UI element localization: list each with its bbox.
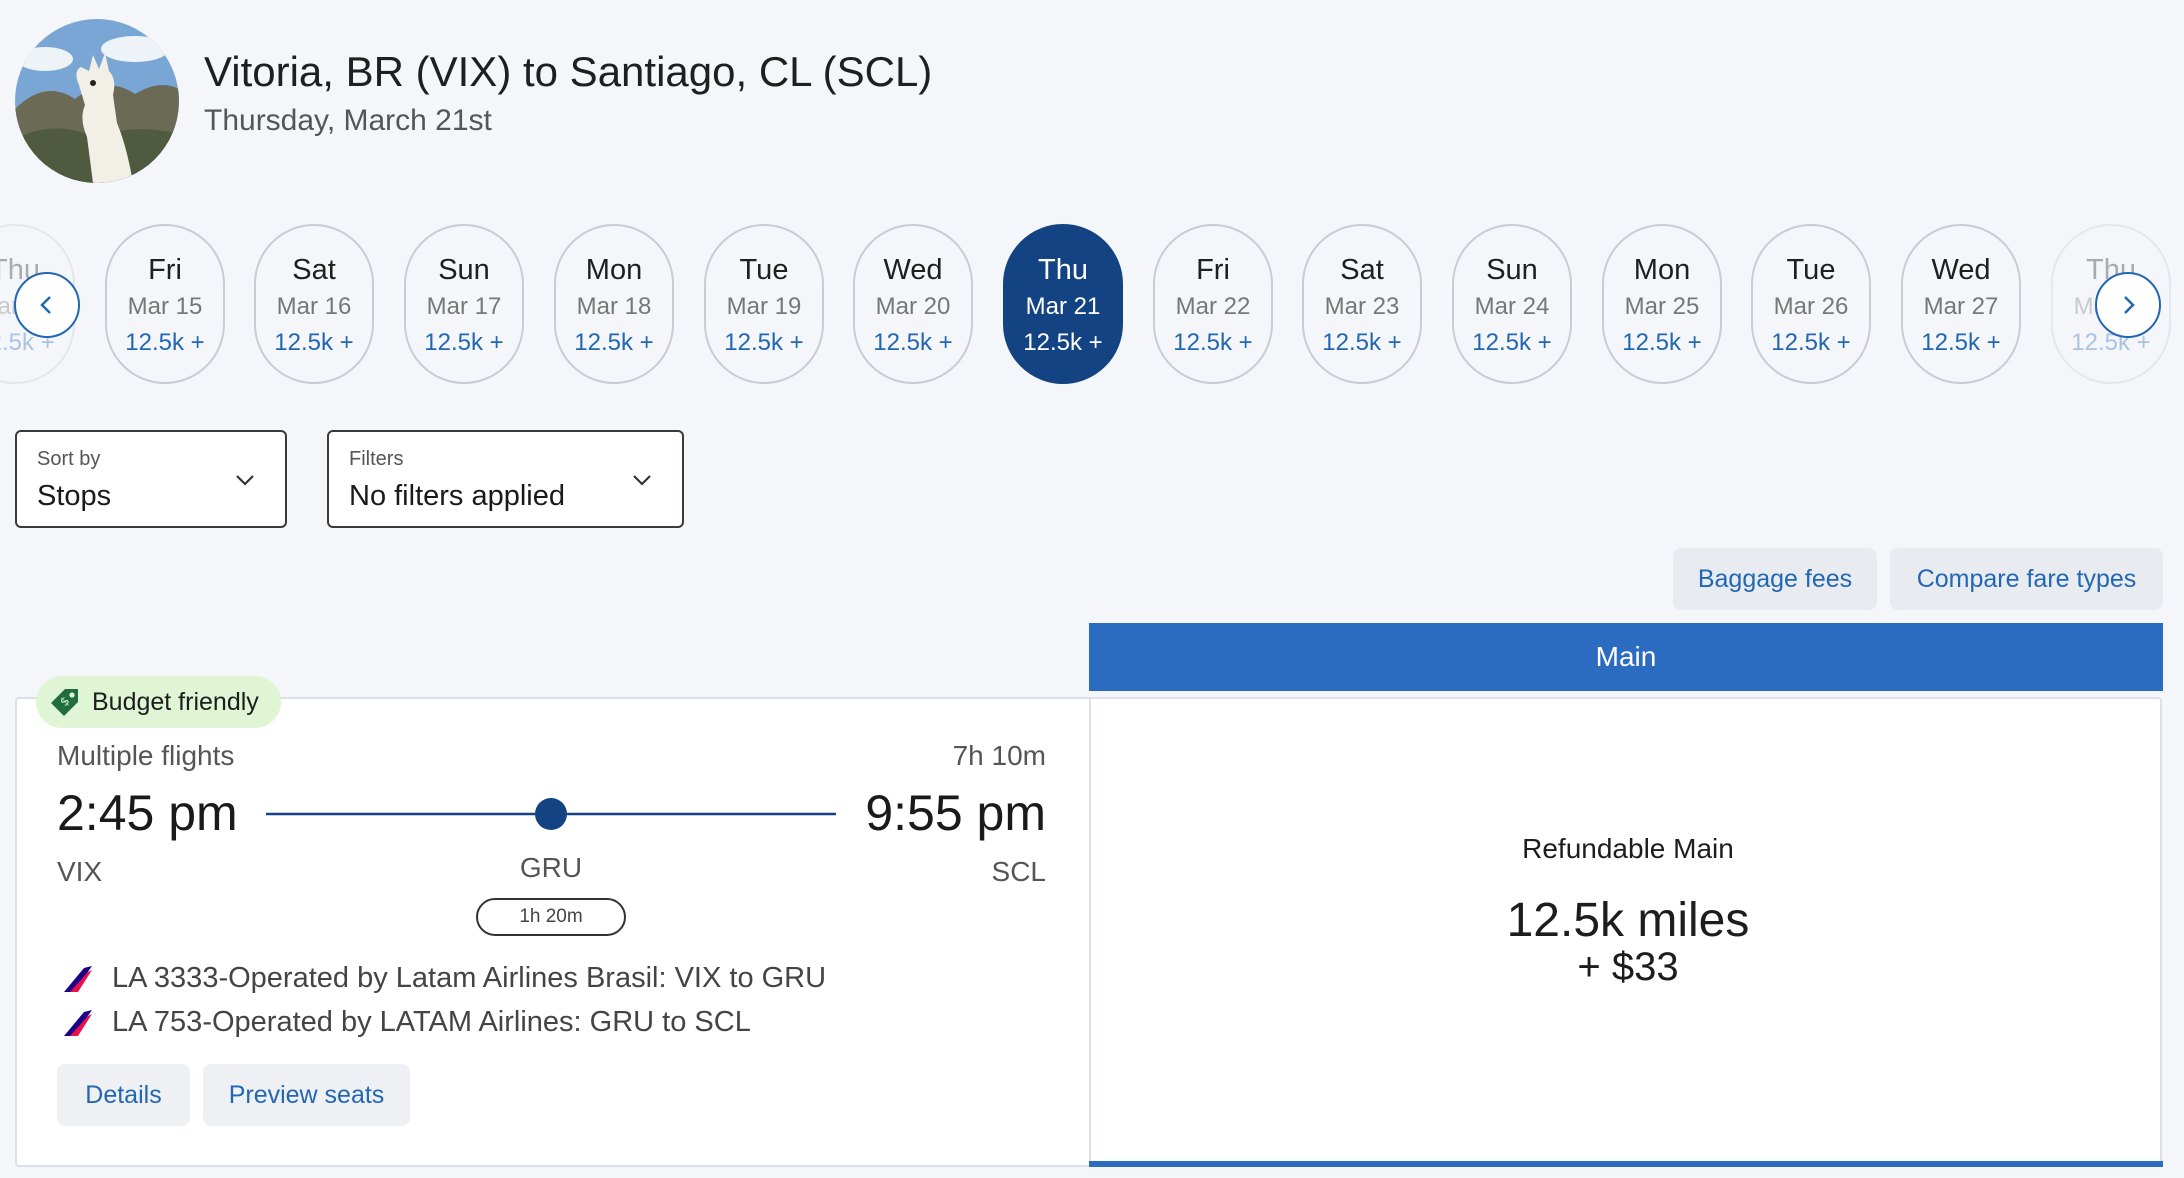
day-of-week: Tue: [1786, 254, 1836, 286]
day-date: Mar 16: [276, 293, 352, 320]
tag-icon: $: [51, 689, 78, 716]
layover-duration: 1h 20m: [476, 898, 626, 936]
day-date: Mar 24: [1474, 293, 1550, 320]
date-option-mar-23[interactable]: Sat Mar 23 12.5k +: [1302, 224, 1422, 384]
compare-fare-types-button[interactable]: Compare fare types: [1890, 548, 2163, 610]
day-of-week: Sat: [1340, 254, 1384, 286]
day-date: Mar 26: [1773, 293, 1849, 320]
arrival-time: 9:55 pm: [865, 785, 1046, 841]
filters-value: No filters applied: [349, 480, 565, 512]
day-price: 12.5k +: [1472, 329, 1552, 356]
departure-time: 2:45 pm: [57, 785, 238, 841]
date-option-mar-27[interactable]: Wed Mar 27 12.5k +: [1901, 224, 2021, 384]
latam-logo-icon: [64, 965, 92, 992]
fare-selected-bar: [1089, 1161, 2163, 1167]
day-date: Mar 20: [875, 293, 951, 320]
date-option-mar-18[interactable]: Mon Mar 18 12.5k +: [554, 224, 674, 384]
day-price: 12.5k +: [1771, 329, 1851, 356]
segment-row: LA 753-Operated by LATAM Airlines: GRU t…: [62, 1006, 751, 1039]
fare-name: Refundable Main: [1522, 833, 1734, 864]
baggage-fees-button[interactable]: Baggage fees: [1673, 548, 1877, 610]
chevron-down-icon: [236, 475, 254, 486]
next-dates-button[interactable]: [2095, 272, 2161, 338]
date-option-mar-25[interactable]: Mon Mar 25 12.5k +: [1602, 224, 1722, 384]
origin-code: VIX: [57, 856, 103, 887]
filters-label: Filters: [349, 448, 404, 470]
date-option-mar-19[interactable]: Tue Mar 19 12.5k +: [704, 224, 824, 384]
fare-option-main[interactable]: Refundable Main 12.5k miles + $33: [1089, 697, 2163, 1167]
date-option-mar-24[interactable]: Sun Mar 24 12.5k +: [1452, 224, 1572, 384]
day-of-week: Sun: [438, 254, 490, 286]
day-price: 12.5k +: [724, 329, 804, 356]
day-of-week: Tue: [739, 254, 789, 286]
fare-miles: 12.5k miles: [1506, 894, 1750, 947]
segment-text: LA 753-Operated by LATAM Airlines: GRU t…: [112, 1006, 751, 1038]
day-date: Mar 15: [127, 293, 203, 320]
day-of-week: Fri: [1196, 254, 1230, 286]
day-date: Mar 23: [1324, 293, 1400, 320]
stop-dot: [535, 798, 567, 830]
latam-logo-icon: [64, 1009, 92, 1036]
day-of-week: Fri: [148, 254, 182, 286]
stop-code: GRU: [519, 852, 583, 883]
filters-select[interactable]: Filters No filters applied: [327, 430, 684, 528]
day-price: 12.5k +: [274, 329, 354, 356]
day-date: Mar 22: [1175, 293, 1251, 320]
date-option-mar-16[interactable]: Sat Mar 16 12.5k +: [254, 224, 374, 384]
segment-text: LA 3333-Operated by Latam Airlines Brasi…: [112, 962, 827, 994]
flight-duration: 7h 10m: [952, 740, 1046, 771]
details-button[interactable]: Details: [57, 1064, 190, 1126]
day-of-week: Wed: [1931, 254, 1991, 286]
day-price: 12.5k +: [1322, 329, 1402, 356]
day-price: 12.5k +: [1173, 329, 1253, 356]
day-date: Mar 17: [426, 293, 502, 320]
destination-avatar: [15, 19, 179, 183]
day-date: Mar 25: [1624, 293, 1700, 320]
date-option-mar-17[interactable]: Sun Mar 17 12.5k +: [404, 224, 524, 384]
chevron-right-icon: [2124, 296, 2135, 314]
destination-code: SCL: [991, 856, 1046, 887]
day-price: 12.5k +: [125, 329, 205, 356]
day-price: 12.5k +: [1921, 329, 2001, 356]
sort-select[interactable]: Sort by Stops: [15, 430, 287, 528]
day-price: 12.5k +: [424, 329, 504, 356]
day-of-week: Mon: [1633, 254, 1691, 286]
fare-column-header-main: Main: [1089, 623, 2163, 691]
date-option-mar-21[interactable]: Thu Mar 21 12.5k +: [1003, 224, 1123, 384]
day-of-week: Mon: [585, 254, 643, 286]
fare-cash: + $33: [1577, 945, 1679, 989]
badge-label: Budget friendly: [92, 687, 259, 716]
travel-date: Thursday, March 21st: [204, 104, 492, 137]
day-of-week: Sat: [292, 254, 336, 286]
day-price: 12.5k +: [873, 329, 953, 356]
day-of-week: Wed: [883, 254, 943, 286]
day-date: Mar 19: [726, 293, 802, 320]
day-date: Mar 27: [1923, 293, 1999, 320]
date-option-mar-15[interactable]: Fri Mar 15 12.5k +: [105, 224, 225, 384]
route-title: Vitoria, BR (VIX) to Santiago, CL (SCL): [204, 48, 933, 95]
date-option-mar-22[interactable]: Fri Mar 22 12.5k +: [1153, 224, 1273, 384]
day-price: 12.5k +: [574, 329, 654, 356]
route-line: [266, 798, 836, 830]
day-date: Mar 18: [576, 293, 652, 320]
preview-seats-button[interactable]: Preview seats: [203, 1064, 410, 1126]
segment-row: LA 3333-Operated by Latam Airlines Brasi…: [62, 962, 826, 995]
chevron-left-icon: [40, 296, 51, 314]
previous-dates-button[interactable]: [14, 272, 80, 338]
day-price: 12.5k +: [1622, 329, 1702, 356]
date-option-mar-20[interactable]: Wed Mar 20 12.5k +: [853, 224, 973, 384]
chevron-down-icon: [633, 475, 651, 486]
sort-value: Stops: [37, 480, 112, 512]
day-price: 12.5k +: [1023, 329, 1103, 356]
flight-type: Multiple flights: [57, 740, 235, 771]
day-of-week: Thu: [1038, 254, 1088, 286]
date-option-mar-26[interactable]: Tue Mar 26 12.5k +: [1751, 224, 1871, 384]
day-of-week: Sun: [1486, 254, 1538, 286]
day-date: Mar 21: [1025, 293, 1101, 320]
sort-label: Sort by: [37, 448, 101, 470]
budget-friendly-badge: $ Budget friendly: [36, 676, 281, 728]
